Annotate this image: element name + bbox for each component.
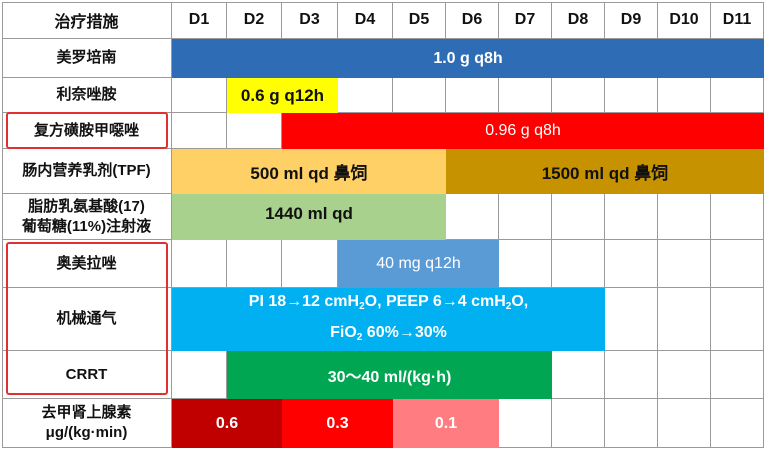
- grid-cell: [711, 288, 764, 351]
- header-day-8: D8: [552, 2, 605, 39]
- highlight-box-smz: [6, 112, 168, 149]
- bar-omeprazole: 40 mg q12h: [338, 240, 499, 288]
- header-day-1: D1: [172, 2, 227, 39]
- grid-cell: [499, 194, 552, 240]
- row-label-linezolid: 利奈唑胺: [2, 78, 172, 113]
- grid-cell: [605, 351, 658, 399]
- grid-cell: [446, 194, 499, 240]
- grid-cell: [172, 240, 227, 288]
- grid-cell: [605, 78, 658, 113]
- header-day-5: D5: [393, 2, 446, 39]
- grid-cell: [605, 240, 658, 288]
- grid-cell: [172, 78, 227, 113]
- bar-smz: 0.96 g q8h: [282, 113, 764, 149]
- bar-tpf-a: 500 ml qd 鼻饲: [172, 149, 446, 194]
- bar-ventilation-line2: FiO2 60%→30%: [330, 323, 447, 343]
- grid-cell: [172, 113, 227, 149]
- highlight-box-group: [6, 242, 168, 395]
- bar-crrt: 30～40 ml/(kg·h): [227, 351, 552, 399]
- row-label-ne-line1: 去甲肾上腺素: [41, 404, 132, 421]
- row-label-ventilation: 机械通气: [2, 288, 172, 351]
- grid-cell: [658, 194, 711, 240]
- grid-cell: [658, 78, 711, 113]
- grid-cell: [605, 399, 658, 448]
- grid-cell: [711, 351, 764, 399]
- row-label-crrt: CRRT: [2, 351, 172, 399]
- header-treatment: 治疗措施: [2, 2, 172, 39]
- grid-cell: [552, 351, 605, 399]
- bar-ventilation: PI 18→12 cmH2O, PEEP 6→4 cmH2O, FiO2 60%…: [172, 288, 605, 351]
- header-day-6: D6: [446, 2, 499, 39]
- row-label-ne-line2: μg/(kg·min): [45, 424, 128, 441]
- grid-cell: [658, 288, 711, 351]
- grid-cell: [282, 240, 338, 288]
- grid-cell: [658, 399, 711, 448]
- grid-cell: [338, 78, 393, 113]
- grid-cell: [711, 240, 764, 288]
- grid-cell: [711, 399, 764, 448]
- bar-tpf-b: 1500 ml qd 鼻饲: [446, 149, 764, 194]
- row-label-tpf: 肠内营养乳剂(TPF): [2, 149, 172, 194]
- grid-cell: [172, 351, 227, 399]
- grid-cell: [499, 240, 552, 288]
- row-label-meropenem: 美罗培南: [2, 39, 172, 78]
- row-label-norepinephrine: 去甲肾上腺素 μg/(kg·min): [2, 399, 172, 448]
- grid-cell: [499, 78, 552, 113]
- row-label-omeprazole: 奥美拉唑: [2, 240, 172, 288]
- grid-cell: [711, 194, 764, 240]
- grid-cell: [227, 113, 282, 149]
- grid-cell: [552, 78, 605, 113]
- row-label-lipid-line1: 脂肪乳氨基酸(17): [28, 197, 145, 215]
- grid-cell: [711, 78, 764, 113]
- header-day-7: D7: [499, 2, 552, 39]
- grid-cell: [552, 240, 605, 288]
- grid-cell: [227, 240, 282, 288]
- bar-lipid: 1440 ml qd: [172, 194, 446, 240]
- header-day-11: D11: [711, 2, 764, 39]
- bar-ventilation-line1: PI 18→12 cmH2O, PEEP 6→4 cmH2O,: [248, 292, 529, 312]
- header-day-10: D10: [658, 2, 711, 39]
- bar-meropenem: 1.0 g q8h: [172, 39, 764, 78]
- bar-linezolid: 0.6 g q12h: [227, 78, 338, 113]
- header-day-4: D4: [338, 2, 393, 39]
- grid-cell: [605, 288, 658, 351]
- grid-cell: [605, 194, 658, 240]
- bar-ne-d3-d4: 0.3: [282, 399, 393, 448]
- row-label-lipid: 脂肪乳氨基酸(17) 葡萄糖(11%)注射液: [2, 194, 172, 240]
- header-day-9: D9: [605, 2, 658, 39]
- grid-cell: [552, 399, 605, 448]
- row-label-lipid-line2: 葡萄糖(11%)注射液: [21, 217, 152, 235]
- grid-cell: [499, 399, 552, 448]
- bar-ne-d1-d2: 0.6: [172, 399, 282, 448]
- grid-cell: [393, 78, 446, 113]
- bar-ne-d5-d6: 0.1: [393, 399, 499, 448]
- grid-cell: [552, 194, 605, 240]
- grid-cell: [658, 351, 711, 399]
- grid-cell: [658, 240, 711, 288]
- header-day-2: D2: [227, 2, 282, 39]
- grid-cell: [446, 78, 499, 113]
- header-day-3: D3: [282, 2, 338, 39]
